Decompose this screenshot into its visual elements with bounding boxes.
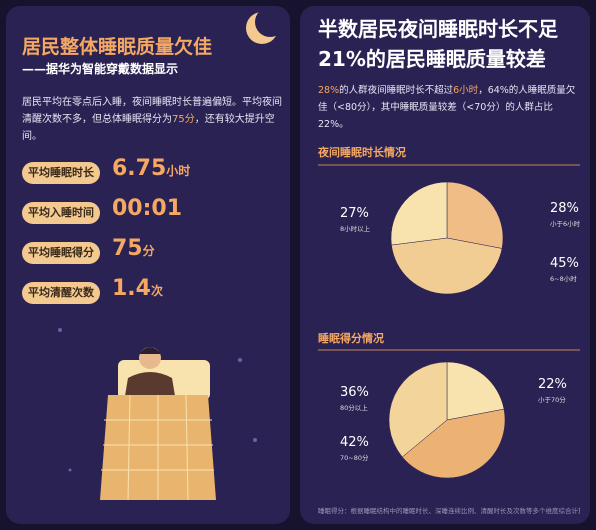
- slice-category-label: 70~80分: [340, 453, 369, 462]
- slice-value-label: 22%: [538, 377, 567, 392]
- paragraph-segment: 6小时: [453, 85, 479, 96]
- slice-value-label: 42%: [340, 435, 369, 450]
- pie-slice: [401, 408, 506, 479]
- slice-category-label: 小于6小时: [550, 219, 581, 228]
- slice-category-label: 6~8小时: [550, 274, 577, 283]
- metric-label: 平均入睡时间: [22, 202, 100, 224]
- pie-slice: [446, 181, 504, 249]
- right-title-line: 半数居民夜间睡眠时长不足: [318, 17, 558, 41]
- metric-label: 平均睡眠时长: [22, 162, 100, 184]
- slice-value-label: 28%: [550, 201, 579, 216]
- stars: [58, 328, 257, 472]
- shirt: [124, 372, 176, 402]
- right-title-line: 21%的居民睡眠质量较差: [318, 47, 546, 71]
- slice-value-label: 27%: [340, 206, 369, 221]
- paragraph-segment: 75分: [172, 114, 195, 125]
- metric-value: 00:01: [112, 196, 182, 221]
- right-title: 半数居民夜间睡眠时长不足 21%的居民睡眠质量较差: [318, 14, 558, 74]
- pie-slice: [391, 237, 503, 295]
- left-title: 居民整体睡眠质量欠佳: [22, 36, 213, 58]
- metric-value: 75分: [112, 236, 155, 261]
- slice-category-label: 8小时以上: [340, 224, 371, 233]
- pie-slice: [446, 361, 505, 421]
- slice-category-label: 小于70分: [538, 395, 566, 404]
- moon-shadow: [255, 7, 285, 37]
- pie-slice: [390, 181, 448, 246]
- paragraph-segment: 28%: [318, 85, 340, 96]
- footnote: 睡眠得分：根据睡眠结构中的睡眠时长、深睡连续比例、清醒时长及次数等多个维度综合计…: [318, 507, 580, 515]
- chart-title: 夜间睡眠时长情况: [317, 145, 406, 159]
- paragraph-segment: ，还有较大提升空间。: [22, 114, 275, 142]
- metric-number: 1.4: [112, 276, 151, 301]
- left-paragraph: 居民平均在零点后入睡，夜间睡眠时长普遍偏短。平均夜间清醒次数不多，但总体睡眠得分…: [22, 94, 284, 145]
- metric-label: 平均清醒次数: [22, 282, 100, 304]
- slice-value-label: 36%: [340, 385, 369, 400]
- paragraph-segment: 的人群夜间睡眠时长不超过: [339, 85, 454, 96]
- pie-slice: [388, 361, 448, 458]
- metric-value: 6.75小时: [112, 156, 190, 181]
- metric-unit: 分: [142, 244, 155, 258]
- metric-number: 6.75: [112, 156, 167, 181]
- left-subtitle: ——据华为智能穿戴数据显示: [22, 62, 179, 76]
- slice-value-label: 45%: [550, 256, 579, 271]
- chart-title: 睡眠得分情况: [318, 331, 384, 345]
- metric-number: 00:01: [112, 196, 183, 221]
- metric-number: 75: [112, 236, 143, 261]
- metric-value: 1.4次: [112, 276, 163, 301]
- paragraph-segment: 居民平均在零点后入睡，夜间睡眠时长普遍偏短。平均夜间清醒次数不多，但总体睡眠得分…: [22, 97, 282, 125]
- metric-label: 平均睡眠得分: [22, 242, 100, 264]
- metric-unit: 小时: [166, 164, 191, 178]
- blanket-pattern: [101, 394, 214, 501]
- metric-unit: 次: [150, 284, 163, 298]
- slice-category-label: 80分以上: [340, 403, 368, 412]
- right-paragraph: 28%的人群夜间睡眠时长不超过6小时，64%的人睡眠质量欠佳（<80分），其中睡…: [318, 82, 580, 133]
- hair: [139, 347, 161, 354]
- paragraph-segment: ，64%的人睡眠质量欠佳（<80分），其中睡眠质量较差（<70分）的人群占比22…: [318, 85, 576, 130]
